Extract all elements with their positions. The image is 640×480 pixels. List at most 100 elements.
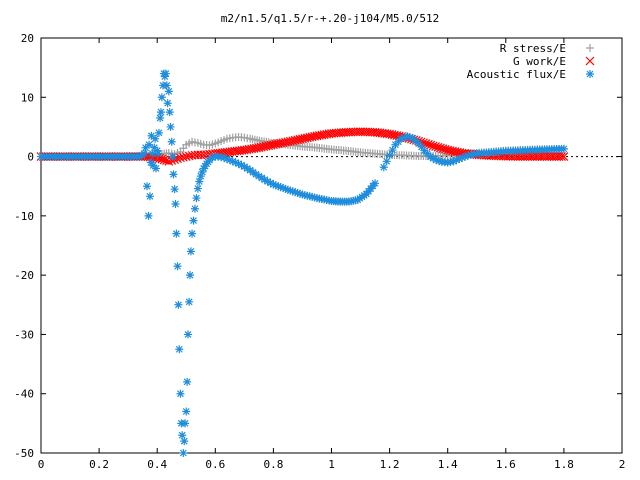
data-point — [433, 142, 443, 152]
data-point — [414, 139, 423, 148]
data-point — [251, 170, 260, 179]
data-point — [296, 189, 305, 198]
data-point — [559, 144, 568, 153]
data-point — [293, 188, 302, 197]
data-point — [382, 157, 391, 166]
data-point — [198, 167, 207, 176]
data-point — [257, 173, 266, 182]
y-tick-label: -50 — [14, 447, 34, 460]
data-point — [371, 179, 380, 188]
data-point — [436, 143, 445, 153]
data-point — [173, 262, 182, 271]
data-point — [291, 188, 300, 197]
data-point — [434, 157, 443, 166]
data-point — [234, 159, 243, 168]
data-point — [432, 156, 441, 165]
data-point — [140, 149, 149, 158]
data-point — [145, 140, 154, 149]
data-point — [557, 152, 566, 161]
data-point — [163, 99, 172, 108]
data-point — [201, 162, 210, 171]
data-point — [429, 154, 438, 163]
data-point — [405, 133, 414, 142]
data-point — [559, 152, 569, 161]
data-point — [400, 133, 409, 142]
data-point — [166, 122, 175, 131]
x-tick-label: 1.2 — [380, 458, 400, 471]
y-tick-label: 0 — [27, 151, 34, 164]
data-point — [143, 182, 152, 191]
data-point — [228, 157, 237, 166]
data-point — [269, 180, 278, 189]
data-point — [153, 146, 162, 155]
data-point — [428, 141, 438, 151]
data-point — [385, 151, 394, 160]
x-tick-label: 1.8 — [554, 458, 574, 471]
data-point — [438, 144, 448, 154]
x-tick-label: 0.8 — [263, 458, 283, 471]
x-tick-label: 1 — [328, 458, 335, 471]
data-point — [283, 185, 292, 194]
x-tick-label: 0.2 — [89, 458, 109, 471]
data-point — [288, 187, 297, 196]
y-tick-label: -20 — [14, 269, 34, 282]
data-point — [145, 192, 154, 201]
data-point — [240, 162, 249, 171]
data-point — [148, 149, 157, 158]
legend-label: G work/E — [513, 55, 566, 68]
data-point — [185, 297, 194, 306]
data-point — [157, 93, 166, 102]
legend-label: Acoustic flux/E — [467, 68, 566, 81]
data-point — [169, 170, 178, 179]
data-point — [179, 449, 188, 457]
data-point — [379, 163, 388, 172]
data-point — [279, 183, 288, 192]
data-point — [281, 184, 290, 193]
data-point — [154, 149, 163, 158]
data-point — [225, 156, 234, 165]
data-point — [164, 156, 174, 166]
axis-ticks: 0 0.2 0.4 0.6 0.8 1 1.2 1.4 1.6 1.8 2 20 10 0 -10 -20 -3… — [14, 32, 625, 471]
data-point — [170, 185, 179, 194]
data-point — [461, 152, 470, 161]
data-point — [180, 437, 189, 446]
legend-marker — [586, 44, 594, 52]
data-point — [426, 152, 435, 161]
data-point — [231, 158, 240, 167]
x-tick-label: 1.4 — [438, 458, 458, 471]
data-point — [274, 182, 283, 191]
x-tick-label: 0 — [38, 458, 45, 471]
y-tick-label: 20 — [21, 32, 34, 45]
data-point — [156, 108, 165, 117]
data-point — [192, 194, 201, 203]
data-point — [162, 81, 171, 90]
data-point — [186, 247, 195, 256]
data-point — [183, 330, 192, 339]
data-point — [464, 151, 473, 160]
chart-title: m2/n1.5/q1.5/r-+.20-j104/M5.0/512 — [221, 12, 440, 25]
x-tick-label: 0.4 — [147, 458, 167, 471]
y-tick-label: -10 — [14, 210, 34, 223]
data-point — [156, 114, 165, 123]
data-point — [172, 229, 181, 238]
data-point — [164, 87, 173, 96]
data-point — [152, 164, 161, 173]
data-point — [176, 389, 185, 398]
data-point — [220, 153, 229, 162]
data-point — [388, 146, 397, 155]
data-point — [186, 271, 195, 280]
data-point — [243, 164, 252, 173]
data-point — [181, 419, 190, 428]
data-point — [286, 186, 295, 195]
data-point — [188, 229, 197, 238]
data-point — [189, 216, 198, 225]
data-point — [271, 181, 280, 190]
y-tick-label: -40 — [14, 388, 34, 401]
data-point — [208, 153, 217, 162]
data-point — [423, 139, 433, 149]
data-point — [397, 134, 406, 143]
legend-marker — [585, 56, 595, 66]
data-point — [168, 152, 177, 161]
